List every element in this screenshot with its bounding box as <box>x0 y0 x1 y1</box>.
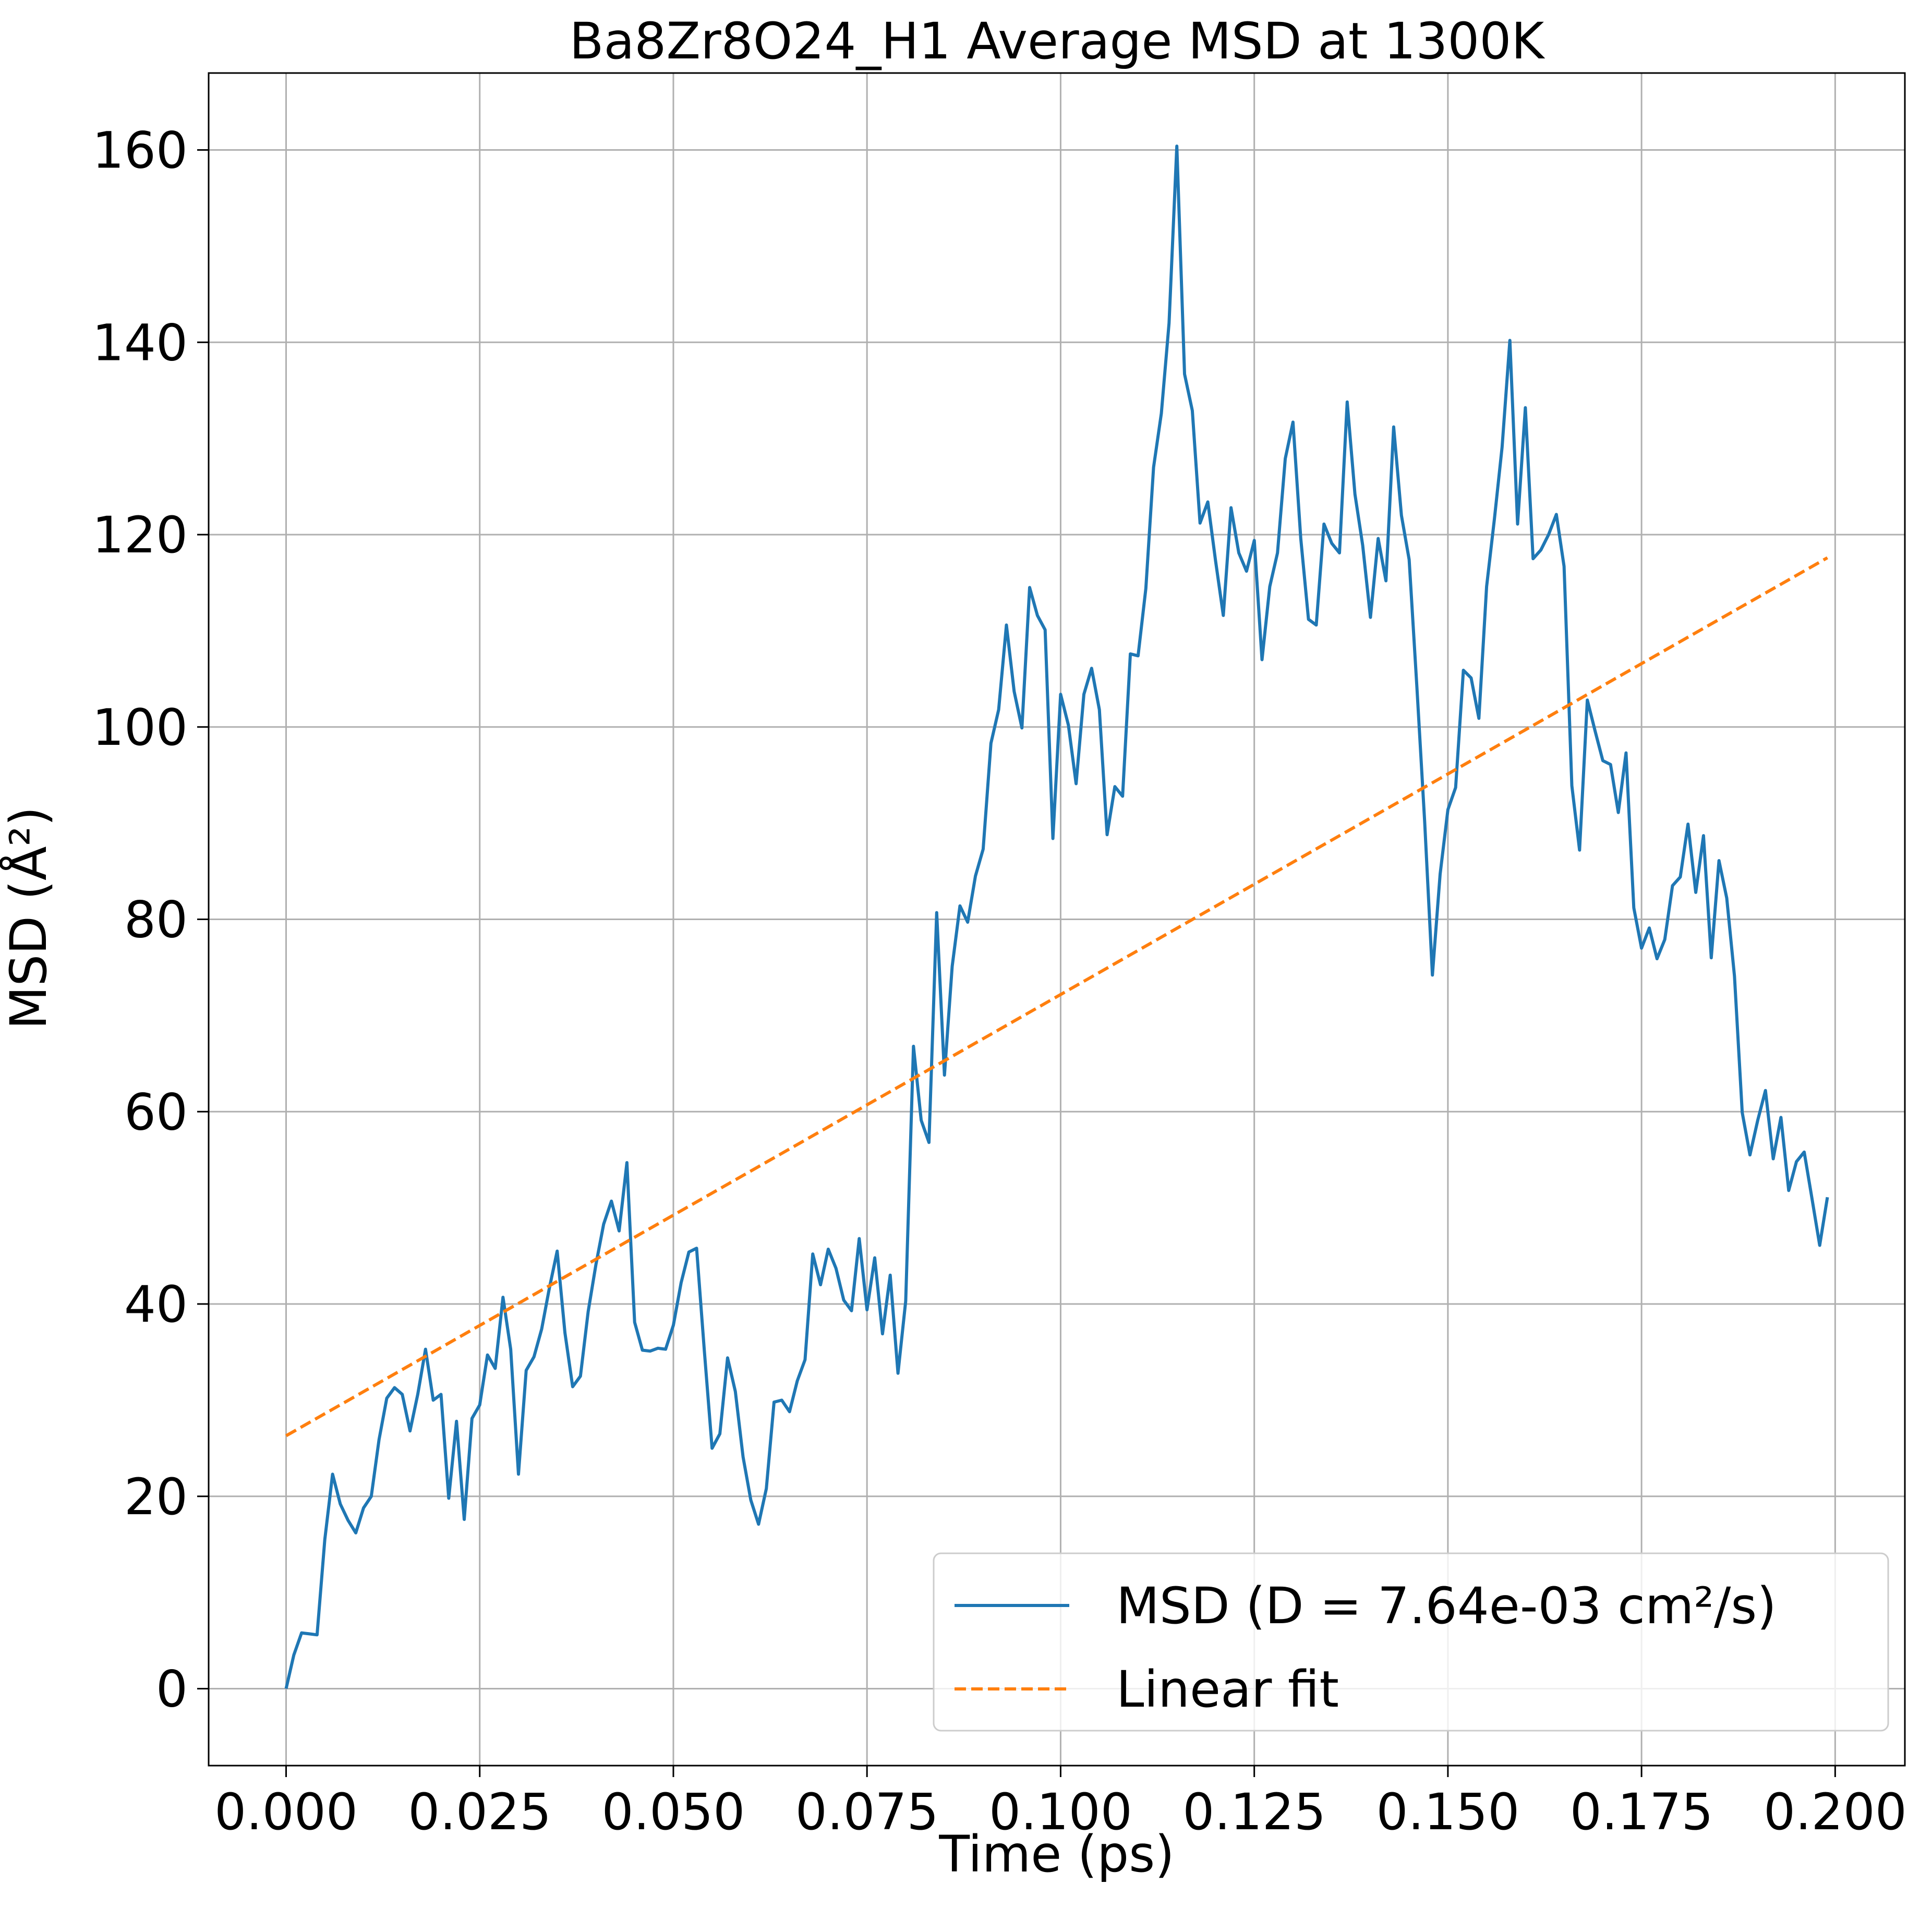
x-tick-label: 0.150 <box>1376 1783 1519 1841</box>
x-axis-label: Time (ps) <box>938 1825 1174 1883</box>
y-tick-label: 60 <box>124 1083 188 1141</box>
y-tick-label: 160 <box>92 122 188 180</box>
x-tick-label: 0.000 <box>214 1783 358 1841</box>
x-tick-label: 0.175 <box>1570 1783 1713 1841</box>
x-axis: 0.000 0.025 0.050 0.075 0.100 0.125 0.150 0.175… <box>214 1766 1907 1841</box>
y-tick-label: 100 <box>92 698 188 757</box>
x-tick-label: 0.075 <box>795 1783 939 1841</box>
y-axis-label: MSD (Å²) <box>0 806 58 1029</box>
x-tick-label: 0.200 <box>1764 1783 1907 1841</box>
x-tick-label: 0.100 <box>989 1783 1132 1841</box>
y-tick-label: 140 <box>92 313 188 372</box>
x-tick-label: 0.050 <box>602 1783 745 1841</box>
series-layer <box>284 144 1829 1689</box>
y-tick-label: 120 <box>92 506 188 564</box>
y-tick-label: 20 <box>124 1468 188 1526</box>
chart-title: Ba8Zr8O24_H1 Average MSD at 1300K <box>570 12 1545 70</box>
legend: MSD (D = 7.64e-03 cm²/s) Linear fit <box>933 1552 1889 1732</box>
y-tick-label: 40 <box>124 1275 188 1334</box>
legend-label: MSD (D = 7.64e-03 cm²/s) <box>1116 1577 1777 1635</box>
legend-label: Linear fit <box>1116 1660 1339 1719</box>
x-tick-label: 0.125 <box>1182 1783 1326 1841</box>
x-tick-label: 0.025 <box>408 1783 551 1841</box>
msd-series-line <box>284 144 1829 1689</box>
legend-box <box>933 1552 1889 1732</box>
y-tick-label: 0 <box>156 1660 188 1719</box>
y-axis: 0 20 40 60 80 100 120 140 160 <box>92 122 209 1719</box>
linear-fit-line <box>285 556 1828 1438</box>
y-tick-label: 80 <box>124 891 188 949</box>
